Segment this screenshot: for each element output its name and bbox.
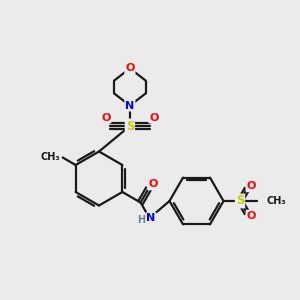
Text: H: H xyxy=(137,214,146,225)
Text: O: O xyxy=(149,112,159,123)
Text: O: O xyxy=(101,112,111,123)
Text: O: O xyxy=(247,181,256,191)
Text: S: S xyxy=(236,194,244,208)
Text: N: N xyxy=(146,213,156,223)
Text: CH₃: CH₃ xyxy=(266,196,286,206)
Text: N: N xyxy=(125,100,134,111)
Text: O: O xyxy=(247,211,256,221)
Text: CH₃: CH₃ xyxy=(40,152,60,163)
Text: O: O xyxy=(148,179,158,190)
Text: S: S xyxy=(126,119,134,133)
Text: O: O xyxy=(125,63,135,74)
